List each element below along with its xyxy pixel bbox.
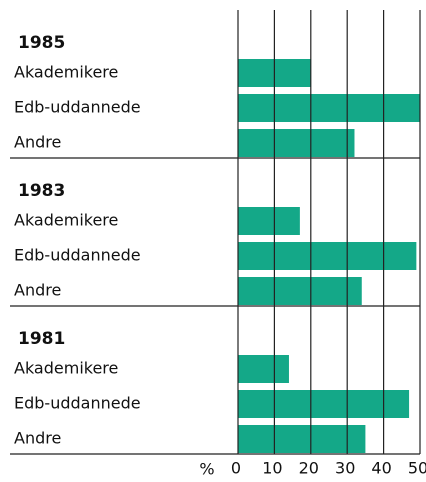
x-tick-label: 20: [299, 459, 319, 478]
category-label: Andre: [14, 133, 61, 152]
category-label: Akademikere: [14, 359, 118, 378]
x-tick-label: 30: [335, 459, 355, 478]
bar: [238, 355, 289, 383]
category-label: Andre: [14, 429, 61, 448]
x-tick-label: 40: [371, 459, 391, 478]
category-label: Akademikere: [14, 63, 118, 82]
category-label: Edb-uddannede: [14, 246, 141, 265]
group-label: 1985: [18, 33, 65, 53]
bar: [238, 425, 366, 453]
category-label: Edb-uddannede: [14, 394, 141, 413]
group-label: 1981: [18, 329, 65, 349]
bar: [238, 129, 355, 157]
bar: [238, 390, 410, 418]
bar: [238, 94, 420, 122]
bar: [238, 207, 300, 235]
group-label: 1983: [18, 181, 65, 201]
x-tick-label: 0: [231, 459, 241, 478]
bar: [238, 277, 362, 305]
x-tick-label: 50: [408, 459, 426, 478]
bar: [238, 242, 417, 270]
x-tick-label: 10: [262, 459, 282, 478]
x-axis-label: %: [199, 460, 214, 479]
category-label: Akademikere: [14, 211, 118, 230]
category-label: Edb-uddannede: [14, 98, 141, 117]
category-label: Andre: [14, 281, 61, 300]
